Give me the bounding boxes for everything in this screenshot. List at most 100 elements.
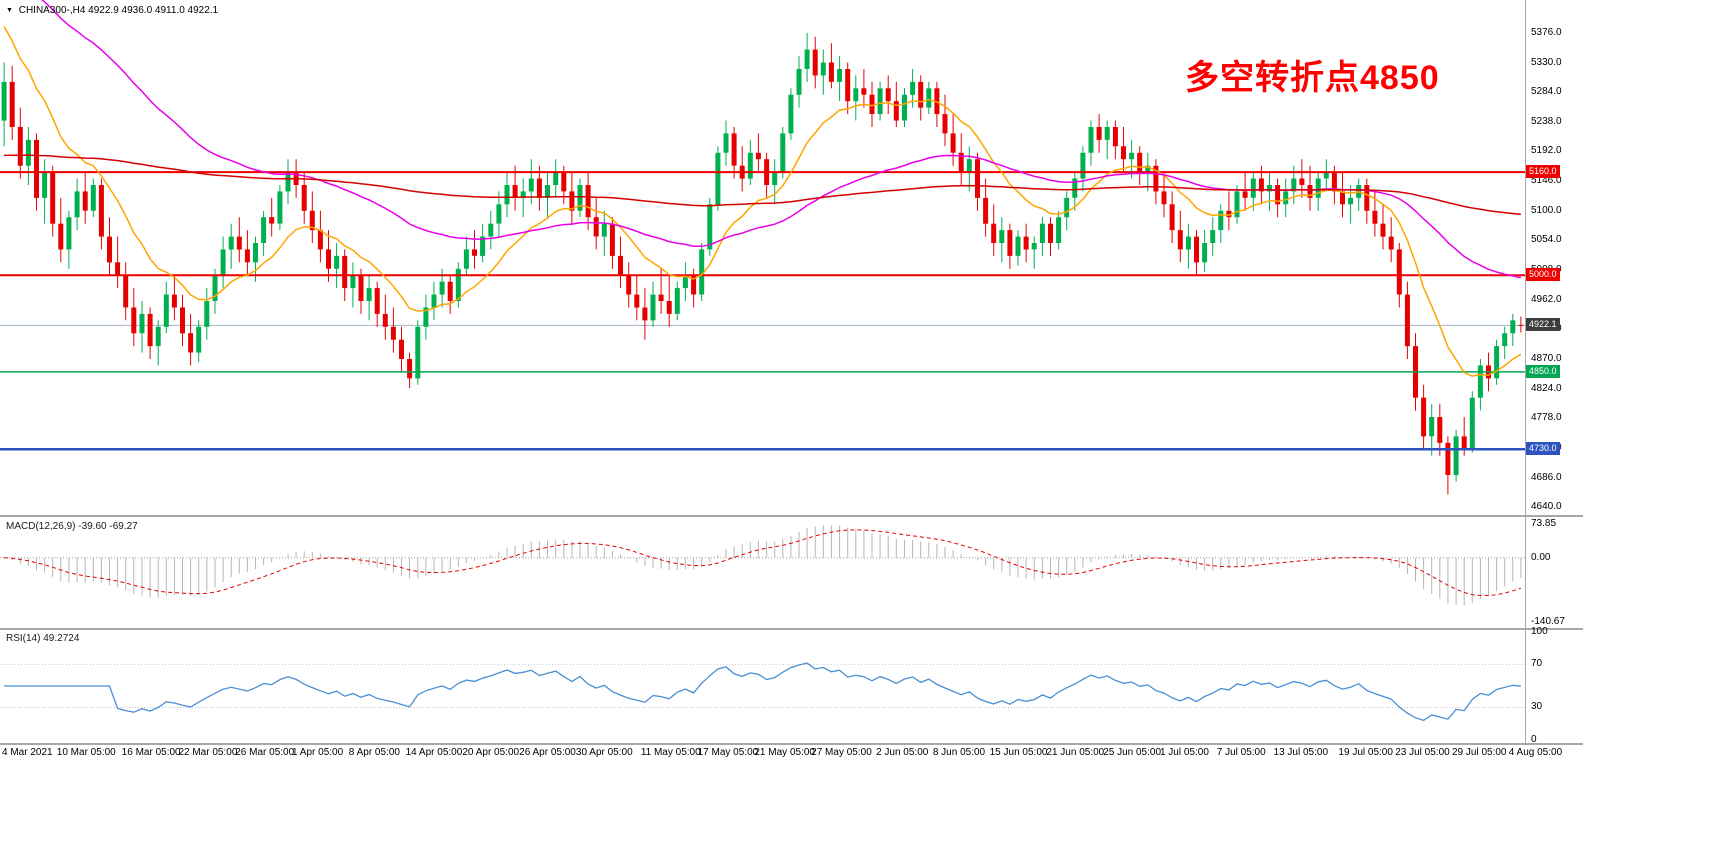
candle-body [918, 81, 924, 108]
candle-body [1421, 397, 1427, 437]
macd-signal-line [4, 529, 1522, 597]
collapse-triangle-icon[interactable]: ▼ [6, 7, 13, 14]
macd-chart[interactable] [0, 517, 1525, 628]
time-axis-label: 1 Jul 05:00 [1159, 747, 1209, 758]
candle-body [845, 69, 851, 102]
candle-body [212, 275, 218, 301]
candle-body [504, 185, 510, 205]
candle-body [1048, 223, 1053, 243]
candle-body [480, 236, 486, 256]
candle-body [877, 88, 883, 115]
candle-body [999, 230, 1005, 243]
price-axis-label: 4824.0 [1531, 382, 1562, 394]
ma-slow-red [4, 154, 1521, 216]
candle-body [1218, 210, 1224, 231]
candle-body [828, 62, 834, 82]
candle-body [1056, 217, 1062, 243]
candle-body [1315, 178, 1321, 198]
candle-body [423, 307, 429, 327]
candle-body [1137, 152, 1143, 173]
candle-body [902, 94, 907, 121]
rsi-scale-label: 0 [1531, 733, 1537, 745]
candle-body [893, 101, 899, 121]
candle-body [569, 191, 575, 211]
candle-body [691, 275, 697, 295]
candle-body [731, 133, 737, 166]
candle-body [966, 159, 972, 173]
candle-body [82, 191, 88, 211]
candle-body [1210, 230, 1216, 243]
rsi-line [4, 662, 1521, 722]
macd-label: MACD(12,26,9) -39.60 -69.27 [6, 521, 138, 532]
candle-body [1275, 185, 1281, 205]
candle-body [1331, 172, 1337, 192]
panel-separator[interactable] [0, 628, 1583, 630]
candle-body [1250, 178, 1256, 198]
price-level-tag: 5160.0 [1526, 165, 1560, 179]
candle-body [618, 255, 623, 276]
candlestick-chart[interactable] [0, 0, 1525, 515]
candle-body [1121, 146, 1126, 160]
time-axis-label: 13 Jul 05:00 [1273, 747, 1329, 758]
price-axis-label: 4962.0 [1531, 293, 1562, 305]
time-axis-label: 1 Apr 05:00 [292, 747, 344, 758]
candle-body [25, 139, 31, 166]
candle-body [1064, 197, 1070, 218]
candle-body [390, 326, 396, 340]
time-axis-label: 25 Jun 05:00 [1103, 747, 1162, 758]
panel-separator[interactable] [0, 515, 1583, 517]
candle-body [950, 133, 956, 153]
candle-body [975, 159, 980, 198]
candle-body [309, 210, 315, 231]
candle-body [496, 204, 502, 224]
time-axis[interactable]: 4 Mar 2021 10 Mar 05:00 16 Mar 05:00 22 Mar… [0, 745, 1729, 763]
candle-body [601, 223, 607, 237]
candle-body [407, 359, 413, 379]
price-level-tag: 4850.0 [1526, 364, 1560, 378]
time-axis-label: 22 Mar 05:00 [178, 747, 238, 758]
candle-body [723, 133, 729, 153]
panel-separator[interactable] [0, 743, 1583, 745]
candle-body [269, 217, 275, 224]
candle-body [545, 185, 550, 198]
time-axis-label: 19 Jul 05:00 [1338, 747, 1393, 758]
candle-body [1267, 185, 1272, 192]
candle-body [1039, 223, 1045, 243]
candle-body [1096, 127, 1102, 140]
candle-body [115, 262, 121, 276]
candle-body [180, 307, 185, 334]
candle-body [1007, 230, 1013, 256]
candle-body [861, 88, 867, 95]
candle-body [228, 236, 234, 250]
candle-body [609, 223, 615, 256]
candle-body [561, 172, 567, 192]
price-scale-separator [1525, 0, 1526, 745]
candle-body [1153, 165, 1159, 192]
rsi-chart[interactable] [0, 630, 1525, 743]
macd-axis[interactable]: 73.85 0.00 -140.67 [1526, 517, 1583, 628]
candle-body [1072, 178, 1078, 198]
candle-body [772, 172, 778, 185]
price-level-tag: 5000.0 [1526, 268, 1560, 282]
time-axis-label: 8 Jun 05:00 [932, 747, 986, 758]
rsi-axis[interactable]: 100 70 30 0 [1526, 626, 1583, 745]
candle-body [1023, 236, 1029, 250]
candle-body [1145, 165, 1151, 173]
candle-body [220, 249, 226, 276]
candle-body [1202, 243, 1208, 263]
candle-body [1194, 236, 1199, 263]
price-axis[interactable]: 5376.0 5330.0 5284.0 5238.0 5192.0 5146.0 5100… [1526, 0, 1583, 515]
time-axis-label: 11 May 05:00 [640, 747, 701, 758]
candle-body [399, 339, 404, 359]
candle-body [196, 326, 202, 353]
candle-body [853, 88, 859, 102]
candle-body [301, 185, 307, 211]
candle-body [472, 249, 477, 256]
candle-body [707, 204, 713, 250]
candle-body [1185, 236, 1191, 250]
time-axis-label: 10 Mar 05:00 [56, 747, 116, 758]
candle-body [1169, 204, 1175, 231]
candle-body [666, 301, 672, 314]
candle-body [147, 313, 153, 347]
time-axis-label: 26 Mar 05:00 [235, 747, 295, 758]
